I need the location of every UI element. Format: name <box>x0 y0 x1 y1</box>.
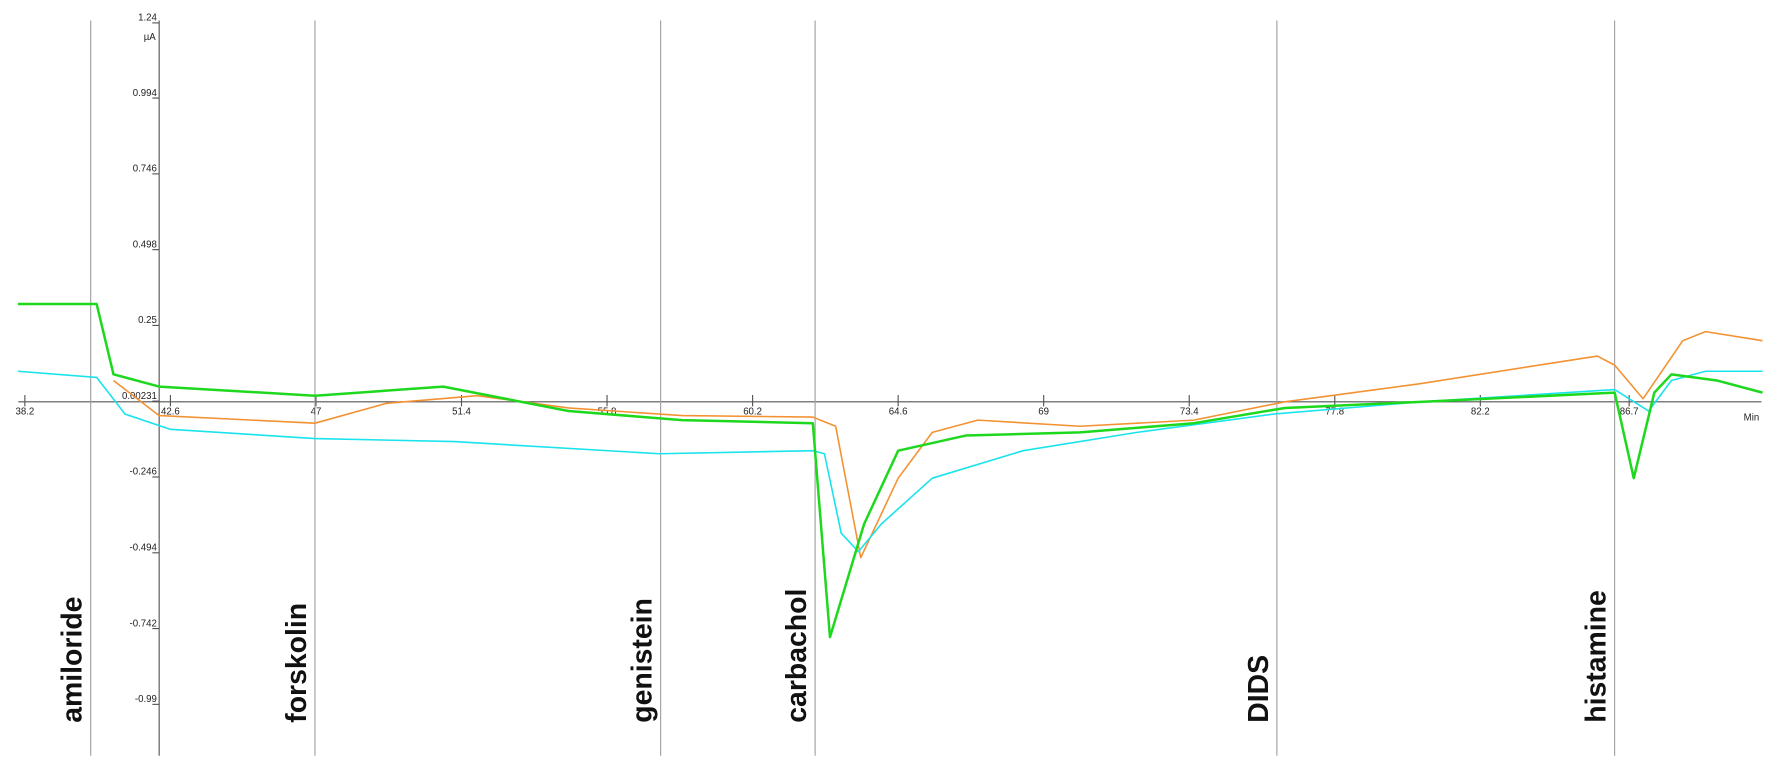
y-tick-label: 0.746 <box>133 164 157 175</box>
x-tick-label: 51.4 <box>452 406 471 417</box>
event-label: histamine <box>1581 590 1613 723</box>
y-tick-label: 0.498 <box>133 239 157 250</box>
x-tick-label: 69 <box>1038 406 1049 417</box>
y-tick-label: 0.994 <box>133 88 158 99</box>
x-tick-label: 64.6 <box>889 406 908 417</box>
event-label: genistein <box>627 598 659 723</box>
event-label: forskolin <box>281 603 313 723</box>
trace <box>17 370 1763 553</box>
x-tick-label: 73.4 <box>1180 406 1199 417</box>
y-tick-label: -0.494 <box>130 543 158 554</box>
x-tick-label: 47 <box>311 406 322 417</box>
y-tick-label: 0.25 <box>138 315 157 326</box>
x-tick-label: 60.2 <box>743 406 762 417</box>
x-tick-label: 55.8 <box>598 406 617 417</box>
x-tick-label: 82.2 <box>1471 406 1490 417</box>
x-tick-label: 77.8 <box>1325 406 1344 417</box>
x-unit: Min <box>1744 412 1760 423</box>
y-tick-label: -0.246 <box>130 467 157 478</box>
trace <box>17 302 1763 639</box>
event-label: carbachol <box>781 589 813 723</box>
x-tick-label: 86.7 <box>1620 406 1639 417</box>
x-tick-label: 38.2 <box>15 406 34 417</box>
x-tick-label: 42.6 <box>161 406 180 417</box>
y-unit: µA <box>144 32 157 43</box>
y-tick-label: -0.742 <box>130 618 157 629</box>
y-tick-label: -0.99 <box>135 694 157 705</box>
trace <box>112 330 1763 559</box>
event-label: DIDS <box>1243 655 1275 723</box>
y-tick-label: 0.00231 <box>122 391 157 402</box>
y-tick-label: 1.24 <box>138 13 157 24</box>
event-label: amiloride <box>57 597 89 723</box>
